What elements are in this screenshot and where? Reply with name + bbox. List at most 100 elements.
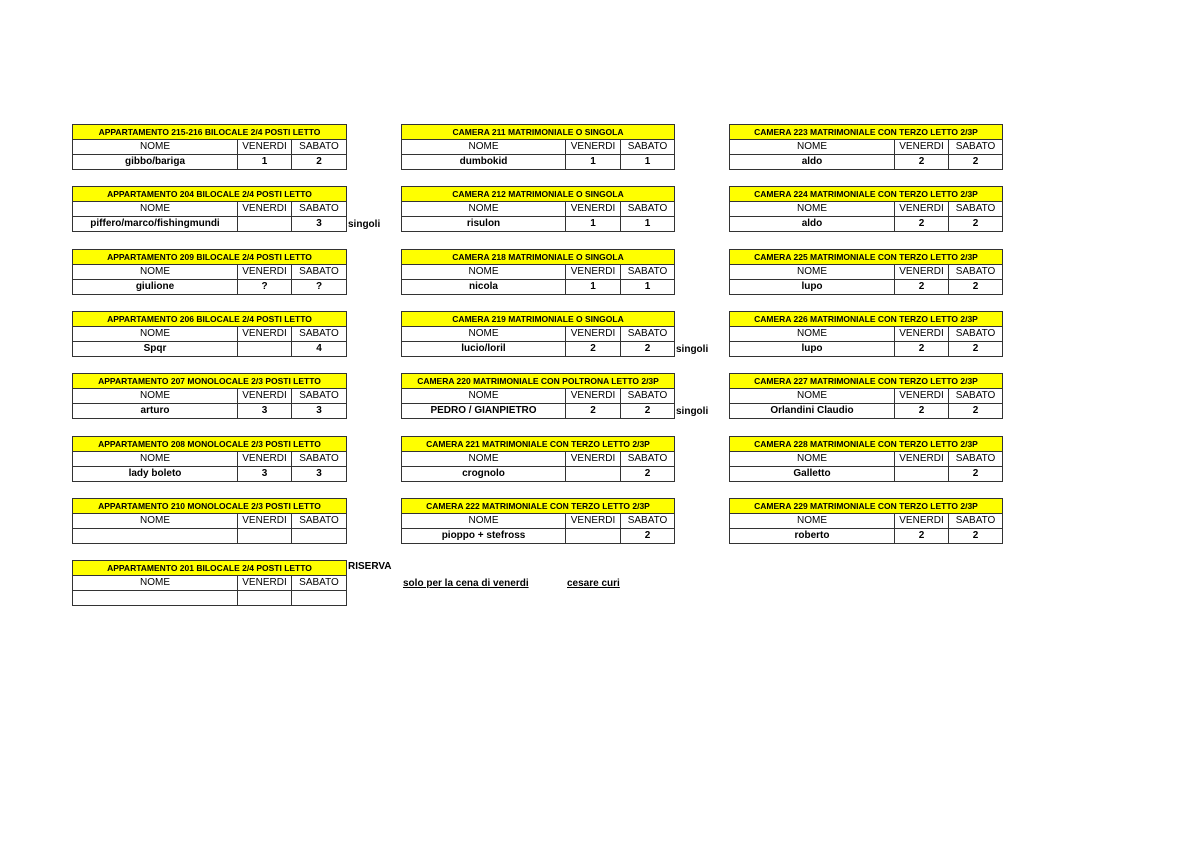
guest-name xyxy=(72,590,238,606)
header-venerdi: VENERDI xyxy=(565,139,621,155)
room-table: APPARTAMENTO 215-216 BILOCALE 2/4 POSTI … xyxy=(72,124,347,170)
header-sabato: SABATO xyxy=(947,451,1004,467)
header-venerdi: VENERDI xyxy=(237,575,292,591)
guest-name: roberto xyxy=(729,528,895,544)
header-nome: NOME xyxy=(72,264,238,280)
header-venerdi: VENERDI xyxy=(565,201,621,217)
room-title: CAMERA 218 MATRIMONIALE O SINGOLA xyxy=(400,249,676,265)
room-title: APPARTAMENTO 210 MONOLOCALE 2/3 POSTI LE… xyxy=(71,498,348,514)
room-title: APPARTAMENTO 201 BILOCALE 2/4 POSTI LETT… xyxy=(72,560,347,576)
header-nome: NOME xyxy=(401,139,566,155)
venerdi-count: 1 xyxy=(565,279,621,295)
header-nome: NOME xyxy=(72,513,238,529)
room-table: CAMERA 218 MATRIMONIALE O SINGOLA NOME VEN… xyxy=(400,249,676,295)
header-venerdi: VENERDI xyxy=(237,388,292,404)
guest-name: aldo xyxy=(729,216,895,232)
sabato-count: 2 xyxy=(619,528,676,544)
sabato-count: 2 xyxy=(947,341,1004,357)
sabato-count: ? xyxy=(291,279,347,295)
room-table: CAMERA 223 MATRIMONIALE CON TERZO LETTO … xyxy=(728,124,1004,170)
header-venerdi: VENERDI xyxy=(894,326,949,342)
sabato-count: 2 xyxy=(947,216,1004,232)
room-table: CAMERA 227 MATRIMONIALE CON TERZO LETTO … xyxy=(728,373,1004,419)
sabato-count: 2 xyxy=(947,154,1004,170)
header-venerdi: VENERDI xyxy=(237,201,292,217)
header-nome: NOME xyxy=(72,388,238,404)
header-nome: NOME xyxy=(729,388,895,404)
header-venerdi: VENERDI xyxy=(237,451,292,467)
header-nome: NOME xyxy=(401,201,566,217)
sabato-count: 2 xyxy=(947,528,1004,544)
header-nome: NOME xyxy=(401,451,566,467)
room-title: CAMERA 219 MATRIMONIALE O SINGOLA xyxy=(400,311,676,327)
header-venerdi: VENERDI xyxy=(565,264,621,280)
guest-name: Orlandini Claudio xyxy=(729,403,895,419)
room-title: CAMERA 225 MATRIMONIALE CON TERZO LETTO … xyxy=(728,249,1004,265)
room-table: CAMERA 224 MATRIMONIALE CON TERZO LETTO … xyxy=(728,186,1004,232)
sabato-count xyxy=(291,590,347,606)
header-sabato: SABATO xyxy=(619,201,676,217)
venerdi-count: 1 xyxy=(237,154,292,170)
header-nome: NOME xyxy=(401,326,566,342)
sabato-count: 3 xyxy=(290,403,348,419)
header-nome: NOME xyxy=(72,139,238,155)
header-nome: NOME xyxy=(729,139,895,155)
room-title: APPARTAMENTO 204 BILOCALE 2/4 POSTI LETT… xyxy=(72,186,347,202)
guest-name: gibbo/bariga xyxy=(72,154,238,170)
guest-name: lady boleto xyxy=(72,466,238,482)
header-venerdi: VENERDI xyxy=(565,388,621,404)
venerdi-count: 2 xyxy=(894,341,949,357)
header-sabato: SABATO xyxy=(290,388,348,404)
note-solo-cena: solo per la cena di venerdi xyxy=(403,578,529,589)
venerdi-count: 2 xyxy=(894,216,949,232)
room-title: CAMERA 229 MATRIMONIALE CON TERZO LETTO … xyxy=(728,498,1004,514)
header-sabato: SABATO xyxy=(619,139,676,155)
venerdi-count: 3 xyxy=(237,466,292,482)
note-singoli-204: singoli xyxy=(348,219,381,230)
note-singoli-220: singoli xyxy=(676,406,709,417)
sabato-count: 2 xyxy=(619,341,676,357)
venerdi-count: 1 xyxy=(565,216,621,232)
venerdi-count: 2 xyxy=(894,403,949,419)
header-sabato: SABATO xyxy=(619,264,676,280)
room-table: CAMERA 229 MATRIMONIALE CON TERZO LETTO … xyxy=(728,498,1004,544)
guest-name: giulione xyxy=(72,279,238,295)
header-nome: NOME xyxy=(729,326,895,342)
venerdi-count: 2 xyxy=(894,279,949,295)
note-cesare-curi: cesare curi xyxy=(567,578,620,589)
sabato-count: 2 xyxy=(619,466,676,482)
header-venerdi: VENERDI xyxy=(894,264,949,280)
venerdi-count xyxy=(565,466,621,482)
note-singoli-219: singoli xyxy=(676,344,709,355)
venerdi-count xyxy=(894,466,949,482)
sabato-count: 4 xyxy=(291,341,347,357)
venerdi-count: 2 xyxy=(894,528,949,544)
header-nome: NOME xyxy=(401,513,566,529)
room-table: CAMERA 221 MATRIMONIALE CON TERZO LETTO … xyxy=(400,436,676,482)
header-nome: NOME xyxy=(729,513,895,529)
guest-name: nicola xyxy=(401,279,566,295)
venerdi-count: ? xyxy=(237,279,292,295)
room-title: APPARTAMENTO 209 BILOCALE 2/4 POSTI LETT… xyxy=(72,249,347,265)
guest-name: Spqr xyxy=(72,341,238,357)
room-table: APPARTAMENTO 207 MONOLOCALE 2/3 POSTI LE… xyxy=(71,373,348,419)
sabato-count: 2 xyxy=(947,403,1004,419)
venerdi-count xyxy=(565,528,621,544)
header-sabato: SABATO xyxy=(290,451,348,467)
room-table: CAMERA 220 MATRIMONIALE CON POLTRONA LET… xyxy=(400,373,676,419)
header-sabato: SABATO xyxy=(947,513,1004,529)
venerdi-count: 2 xyxy=(565,341,621,357)
header-venerdi: VENERDI xyxy=(237,513,292,529)
room-title: CAMERA 211 MATRIMONIALE O SINGOLA xyxy=(400,124,676,140)
room-title: CAMERA 220 MATRIMONIALE CON POLTRONA LET… xyxy=(400,373,676,389)
room-title: CAMERA 228 MATRIMONIALE CON TERZO LETTO … xyxy=(728,436,1004,452)
header-sabato: SABATO xyxy=(619,513,676,529)
room-title: CAMERA 224 MATRIMONIALE CON TERZO LETTO … xyxy=(728,186,1004,202)
header-sabato: SABATO xyxy=(619,326,676,342)
venerdi-count xyxy=(237,528,292,544)
sabato-count: 2 xyxy=(291,154,347,170)
guest-name: aldo xyxy=(729,154,895,170)
header-venerdi: VENERDI xyxy=(237,139,292,155)
room-title: APPARTAMENTO 207 MONOLOCALE 2/3 POSTI LE… xyxy=(71,373,348,389)
note-riserva: RISERVA xyxy=(348,561,392,572)
